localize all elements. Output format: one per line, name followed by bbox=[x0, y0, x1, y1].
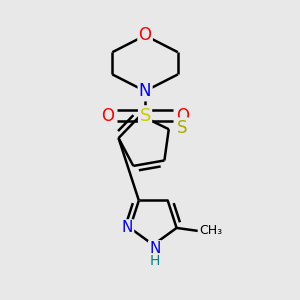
Text: N: N bbox=[139, 82, 151, 100]
Text: N: N bbox=[122, 220, 133, 236]
Text: O: O bbox=[101, 106, 114, 124]
Text: CH₃: CH₃ bbox=[199, 224, 222, 237]
Text: S: S bbox=[140, 106, 151, 124]
Text: O: O bbox=[139, 26, 152, 44]
Text: N: N bbox=[149, 241, 160, 256]
Text: O: O bbox=[176, 106, 189, 124]
Text: S: S bbox=[177, 118, 188, 136]
Text: H: H bbox=[150, 254, 160, 268]
